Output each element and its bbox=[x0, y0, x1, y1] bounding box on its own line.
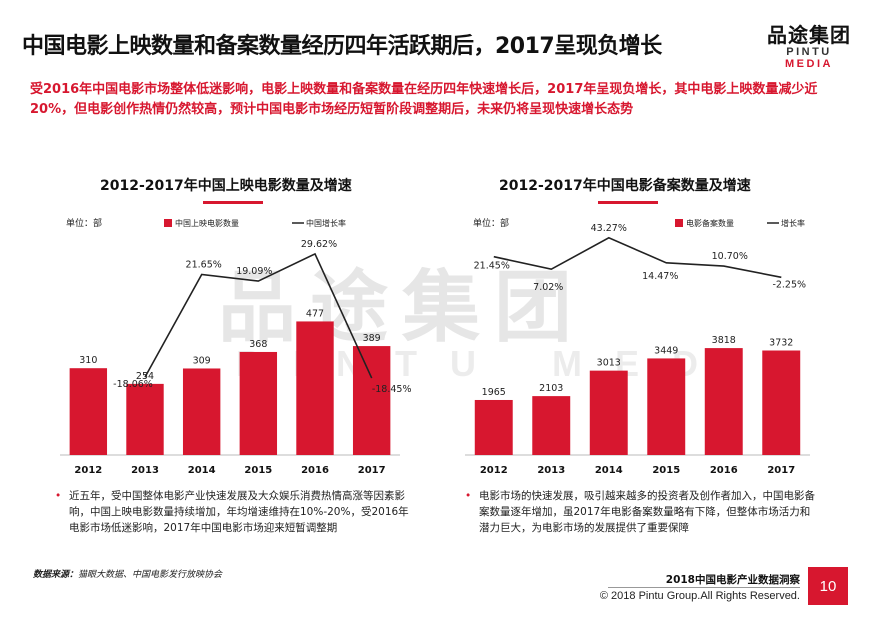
x-tick-label: 2013 bbox=[537, 465, 565, 476]
bar-2015 bbox=[239, 351, 278, 455]
growth-rate-label: 29.62% bbox=[301, 239, 337, 250]
left-bullet-text: 近五年，受中国整体电影产业快速发展及大众娱乐消费热情高涨等因素影响，中国上映电影… bbox=[69, 490, 409, 534]
bar-2017 bbox=[352, 346, 391, 455]
source-text: 猫眼大数据、中国电影发行放映协会 bbox=[78, 570, 223, 580]
bar-2013 bbox=[126, 383, 164, 455]
left-bullet: • 近五年，受中国整体电影产业快速发展及大众娱乐消费热情高涨等因素影响，中国上映… bbox=[55, 488, 415, 536]
growth-rate-line bbox=[144, 252, 373, 379]
brand-logo: 品途集团 PINTU MEDIA bbox=[763, 24, 855, 70]
bar-value-label: 477 bbox=[306, 308, 324, 319]
x-tick-label: 2014 bbox=[595, 465, 623, 476]
x-tick-label: 2014 bbox=[188, 465, 216, 476]
bullet-dot: • bbox=[55, 490, 62, 502]
source-label: 数据来源： bbox=[33, 570, 79, 580]
growth-rate-label: -2.25% bbox=[772, 279, 806, 290]
footer-divider bbox=[608, 587, 800, 588]
bar-value-label: 3818 bbox=[712, 335, 736, 346]
bar-2012 bbox=[474, 399, 513, 455]
growth-rate-label: 7.02% bbox=[533, 282, 563, 293]
bar-2014 bbox=[182, 368, 221, 455]
bar-2015 bbox=[647, 358, 686, 455]
bar-value-label: 3449 bbox=[654, 345, 678, 356]
report-name: 2018中国电影产业数据洞察 bbox=[665, 574, 800, 586]
data-source: 数据来源：猫眼大数据、中国电影发行放映协会 bbox=[33, 567, 222, 580]
logo-en-a: PINTU bbox=[786, 46, 832, 58]
growth-rate-line bbox=[493, 236, 782, 279]
growth-rate-label: 43.27% bbox=[591, 223, 627, 234]
x-tick-label: 2016 bbox=[301, 465, 329, 476]
bar-value-label: 3732 bbox=[769, 338, 793, 349]
bar-value-label: 389 bbox=[363, 333, 381, 344]
x-tick-label: 2017 bbox=[767, 465, 795, 476]
logo-en-b: MEDIA bbox=[785, 58, 833, 70]
right-chart: 单位：部 电影备案数量 增长率 1965 2012 2103 2013 3013 2014 344… bbox=[465, 217, 810, 476]
bar-value-label: 368 bbox=[249, 339, 267, 350]
left-chart-title: 2012-2017年中国上映电影数量及增速 bbox=[100, 178, 352, 194]
legend-bar-swatch bbox=[164, 219, 172, 227]
x-tick-label: 2012 bbox=[480, 465, 508, 476]
right-chart-title: 2012-2017年中国电影备案数量及增速 bbox=[499, 178, 751, 194]
page-number: 10 bbox=[808, 567, 848, 605]
bar-2013 bbox=[532, 396, 571, 455]
legend-bar-label: 中国上映电影数量 bbox=[175, 218, 239, 228]
x-tick-label: 2012 bbox=[74, 465, 102, 476]
right-bullet: • 电影市场的快速发展，吸引越来越多的投资者及创作者加入，中国电影备案数量逐年增… bbox=[465, 488, 820, 536]
x-tick-label: 2015 bbox=[244, 465, 272, 476]
unit-label: 单位：部 bbox=[66, 217, 102, 229]
page-title: 中国电影上映数量和备案数量经历四年活跃期后，2017呈现负增长 bbox=[22, 34, 662, 59]
bar-value-label: 309 bbox=[193, 355, 211, 366]
bar-value-label: 310 bbox=[79, 355, 97, 366]
bar-2016 bbox=[296, 321, 334, 455]
unit-label: 单位：部 bbox=[473, 217, 509, 229]
logo-english: PINTU MEDIA bbox=[763, 46, 855, 70]
growth-rate-label: 10.70% bbox=[712, 251, 748, 262]
bar-2014 bbox=[589, 370, 628, 455]
bar-2017 bbox=[762, 350, 801, 455]
right-bullet-text: 电影市场的快速发展，吸引越来越多的投资者及创作者加入，中国电影备案数量逐年增加，… bbox=[479, 490, 815, 534]
growth-rate-label: -18.45% bbox=[372, 384, 412, 395]
left-chart: 单位：部 中国上映电影数量 中国增长率31020122542013309201436… bbox=[60, 217, 411, 476]
legend-bar-label: 电影备案数量 bbox=[686, 218, 734, 228]
bullet-dot: • bbox=[465, 490, 472, 502]
growth-rate-label: -18.06% bbox=[113, 379, 153, 390]
logo-chinese: 品途集团 bbox=[767, 23, 851, 47]
bar-2012 bbox=[69, 368, 108, 455]
bar-2016 bbox=[704, 348, 743, 455]
growth-rate-label: 21.65% bbox=[186, 260, 222, 271]
x-tick-label: 2015 bbox=[652, 465, 680, 476]
growth-rate-label: 14.47% bbox=[642, 271, 678, 282]
bar-value-label: 1965 bbox=[482, 387, 506, 398]
legend-bar-swatch bbox=[675, 219, 683, 227]
bar-value-label: 3013 bbox=[597, 358, 621, 369]
left-chart-title-underline bbox=[203, 201, 263, 204]
bar-value-label: 2103 bbox=[539, 383, 563, 394]
summary-text: 受2016年中国电影市场整体低迷影响，电影上映数量和备案数量在经历四年快速增长后… bbox=[30, 82, 818, 117]
legend-line-label: 增长率 bbox=[781, 218, 805, 228]
legend-line-label: 中国增长率 bbox=[306, 218, 346, 228]
right-chart-title-underline bbox=[598, 201, 658, 204]
x-tick-label: 2016 bbox=[710, 465, 738, 476]
x-tick-label: 2017 bbox=[358, 465, 386, 476]
growth-rate-label: 19.09% bbox=[236, 266, 272, 277]
copyright: © 2018 Pintu Group.All Rights Reserved. bbox=[599, 590, 800, 602]
growth-rate-label: 21.45% bbox=[474, 261, 510, 272]
x-tick-label: 2013 bbox=[131, 465, 159, 476]
